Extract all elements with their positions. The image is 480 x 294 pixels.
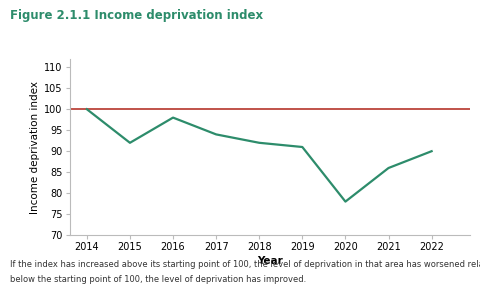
- Text: Figure 2.1.1 Income deprivation index: Figure 2.1.1 Income deprivation index: [10, 9, 263, 22]
- Y-axis label: Income deprivation index: Income deprivation index: [30, 81, 40, 213]
- X-axis label: Year: Year: [257, 256, 283, 266]
- Text: below the starting point of 100, the level of deprivation has improved.: below the starting point of 100, the lev…: [10, 275, 306, 284]
- Text: If the index has increased above its starting point of 100, the level of depriva: If the index has increased above its sta…: [10, 260, 480, 269]
